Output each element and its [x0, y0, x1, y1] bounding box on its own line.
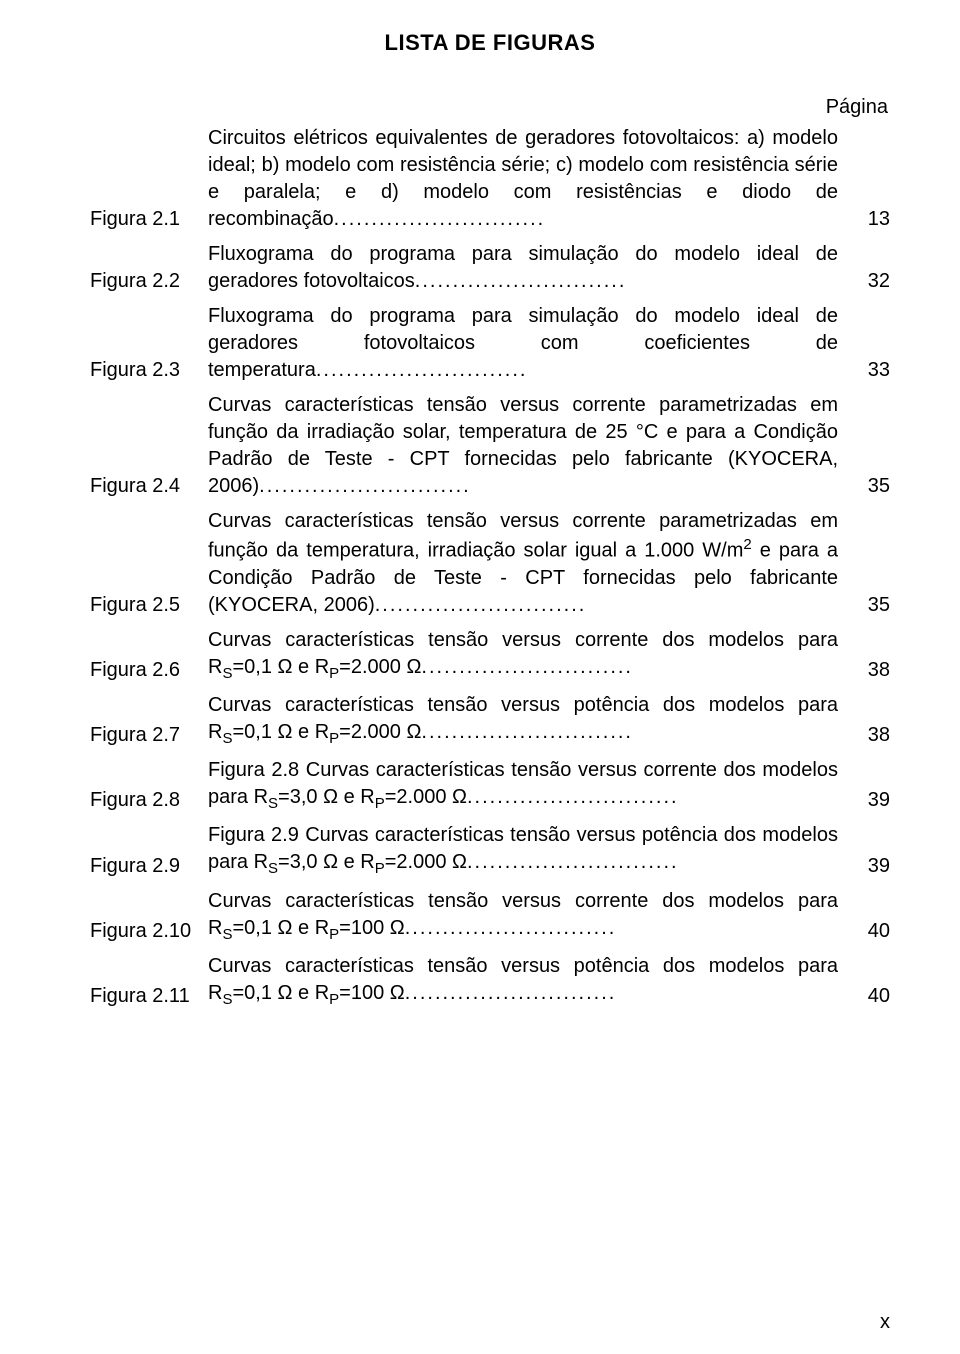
text-segment: =0,1 Ω e R: [232, 917, 329, 939]
figure-description: Fluxograma do programa para simulação do…: [208, 241, 842, 295]
figure-entry: Figura 2.7Curvas características tensão …: [90, 692, 890, 749]
figure-description: Curvas características tensão versus cor…: [208, 627, 842, 684]
figure-label: Figura 2.10: [90, 918, 208, 945]
text-segment: =3,0 Ω e R: [278, 786, 375, 808]
document-page: LISTA DE FIGURAS Página Figura 2.1Circui…: [0, 0, 960, 1354]
figure-label: Figura 2.9: [90, 853, 208, 880]
subscript: S: [222, 926, 232, 943]
subscript: P: [329, 730, 339, 747]
figure-page-number: 13: [860, 206, 890, 233]
dot-leader: ............................: [415, 270, 627, 292]
superscript: 2: [743, 536, 751, 553]
figure-label: Figura 2.2: [90, 268, 208, 295]
subscript: S: [268, 860, 278, 877]
figure-page-number: 40: [860, 918, 890, 945]
figure-entry: Figura 2.2Fluxograma do programa para si…: [90, 241, 890, 295]
subscript: S: [222, 991, 232, 1008]
text-segment: =0,1 Ω e R: [232, 982, 329, 1004]
page-number-roman: x: [880, 1311, 890, 1334]
figure-list: Figura 2.1Circuitos elétricos equivalent…: [90, 125, 890, 1010]
figure-description: Circuitos elétricos equivalentes de gera…: [208, 125, 842, 233]
dot-leader: ............................: [405, 917, 617, 939]
figure-description: Figura 2.8 Curvas características tensão…: [208, 757, 842, 814]
subscript: S: [222, 730, 232, 747]
figure-page-number: 32: [860, 268, 890, 295]
subscript: S: [222, 665, 232, 682]
figure-label: Figura 2.7: [90, 722, 208, 749]
figure-entry: Figura 2.4Curvas características tensão …: [90, 392, 890, 500]
subscript: P: [329, 665, 339, 682]
figure-entry: Figura 2.8Figura 2.8 Curvas característi…: [90, 757, 890, 814]
page-column-header: Página: [90, 96, 890, 119]
figure-entry: Figura 2.3Fluxograma do programa para si…: [90, 303, 890, 384]
figure-page-number: 40: [860, 983, 890, 1010]
text-segment: =100 Ω: [339, 917, 405, 939]
dot-leader: ............................: [421, 721, 633, 743]
text-segment: =3,0 Ω e R: [278, 851, 375, 873]
figure-label: Figura 2.5: [90, 592, 208, 619]
figure-description: Figura 2.9 Curvas características tensão…: [208, 822, 842, 879]
figure-label: Figura 2.1: [90, 206, 208, 233]
text-segment: =0,1 Ω e R: [232, 656, 329, 678]
figure-page-number: 35: [860, 592, 890, 619]
figure-entry: Figura 2.10Curvas características tensão…: [90, 888, 890, 945]
text-segment: =100 Ω: [339, 982, 405, 1004]
figure-description: Curvas características tensão versus cor…: [208, 888, 842, 945]
text-segment: =2.000 Ω: [339, 721, 421, 743]
figure-page-number: 35: [860, 473, 890, 500]
figure-label: Figura 2.8: [90, 787, 208, 814]
figure-entry: Figura 2.9Figura 2.9 Curvas característi…: [90, 822, 890, 879]
subscript: P: [375, 860, 385, 877]
figure-description: Curvas características tensão versus pot…: [208, 953, 842, 1010]
subscript: P: [375, 795, 385, 812]
dot-leader: ............................: [467, 786, 679, 808]
figure-label: Figura 2.6: [90, 657, 208, 684]
figure-description: Fluxograma do programa para simulação do…: [208, 303, 842, 384]
figure-description: Curvas características tensão versus cor…: [208, 392, 842, 500]
text-segment: =0,1 Ω e R: [232, 721, 329, 743]
figure-page-number: 33: [860, 357, 890, 384]
dot-leader: ............................: [421, 656, 633, 678]
figure-label: Figura 2.4: [90, 473, 208, 500]
subscript: S: [268, 795, 278, 812]
dot-leader: ............................: [467, 851, 679, 873]
figure-entry: Figura 2.6Curvas características tensão …: [90, 627, 890, 684]
text-segment: =2.000 Ω: [385, 851, 467, 873]
figure-entry: Figura 2.11Curvas características tensão…: [90, 953, 890, 1010]
text-segment: =2.000 Ω: [339, 656, 421, 678]
page-title: LISTA DE FIGURAS: [90, 30, 890, 56]
text-segment: =2.000 Ω: [385, 786, 467, 808]
dot-leader: ............................: [334, 208, 546, 230]
dot-leader: ............................: [316, 359, 528, 381]
figure-label: Figura 2.3: [90, 357, 208, 384]
figure-entry: Figura 2.1Circuitos elétricos equivalent…: [90, 125, 890, 233]
dot-leader: ............................: [375, 594, 587, 616]
figure-description: Curvas características tensão versus cor…: [208, 508, 842, 619]
figure-page-number: 39: [860, 787, 890, 814]
figure-entry: Figura 2.5Curvas características tensão …: [90, 508, 890, 619]
figure-label: Figura 2.11: [90, 983, 208, 1010]
dot-leader: ............................: [405, 982, 617, 1004]
figure-description: Curvas características tensão versus pot…: [208, 692, 842, 749]
subscript: P: [329, 991, 339, 1008]
figure-page-number: 39: [860, 853, 890, 880]
figure-page-number: 38: [860, 657, 890, 684]
subscript: P: [329, 926, 339, 943]
figure-page-number: 38: [860, 722, 890, 749]
dot-leader: ............................: [259, 475, 471, 497]
